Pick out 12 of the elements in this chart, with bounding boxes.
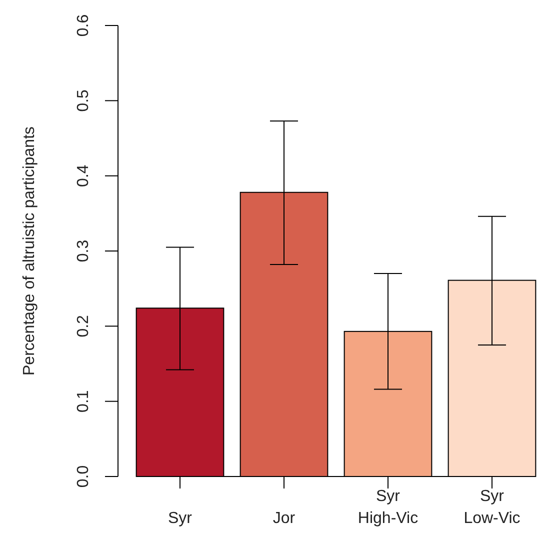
y-tick-label: 0.4 bbox=[75, 164, 92, 187]
y-tick-label: 0.2 bbox=[75, 314, 92, 338]
y-tick-label: 0.3 bbox=[75, 240, 92, 262]
y-tick-label: 0.0 bbox=[75, 465, 92, 488]
y-tick-label: 0.5 bbox=[75, 89, 92, 112]
y-tick-label: 0.6 bbox=[75, 14, 92, 37]
x-tick-label: Jor bbox=[272, 510, 296, 527]
y-tick-label: 0.1 bbox=[75, 390, 92, 412]
x-tick-label: Syr High-Vic bbox=[358, 488, 418, 527]
x-tick-label: Syr bbox=[168, 510, 193, 527]
y-axis-title: Percentage of altruistic participants bbox=[21, 126, 38, 376]
x-tick-label: Syr Low-Vic bbox=[464, 488, 520, 527]
